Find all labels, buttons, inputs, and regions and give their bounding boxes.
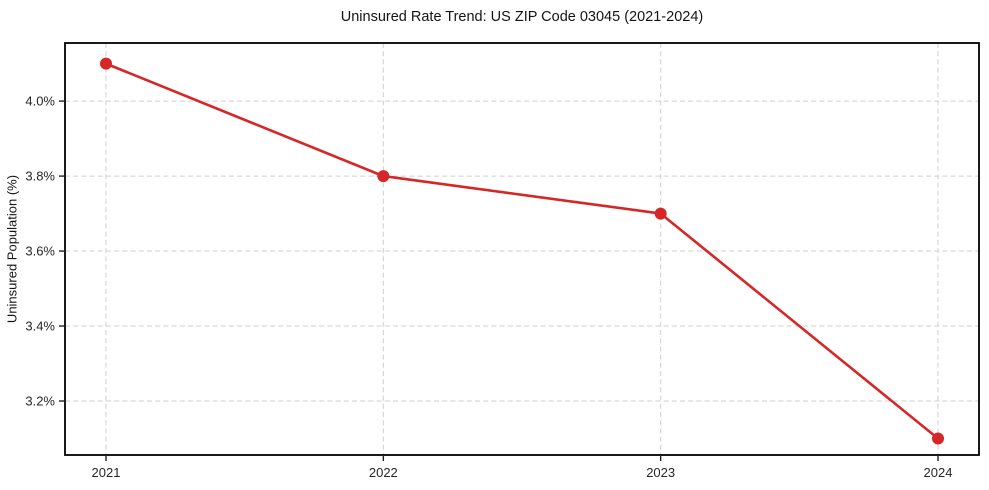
plot-border: [64, 42, 980, 456]
y-tick-label: 3.8%: [25, 169, 55, 184]
y-tick-label: 3.6%: [25, 244, 55, 259]
x-tick-label: 2022: [369, 465, 398, 480]
data-point-marker: [654, 207, 667, 220]
data-point-marker: [932, 432, 944, 445]
data-point-marker: [100, 57, 112, 70]
x-tick-label: 2023: [646, 465, 675, 480]
y-tick-label: 3.2%: [25, 394, 55, 409]
x-tick-label: 2024: [924, 465, 953, 480]
trend-line: [104, 62, 940, 440]
chart-title: Uninsured Rate Trend: US ZIP Code 03045 …: [340, 9, 704, 25]
y-tick-label: 4.0%: [25, 94, 55, 109]
x-tick-label: 2021: [92, 465, 121, 480]
y-tick-label: 3.4%: [25, 319, 55, 334]
data-point-marker: [377, 170, 390, 183]
